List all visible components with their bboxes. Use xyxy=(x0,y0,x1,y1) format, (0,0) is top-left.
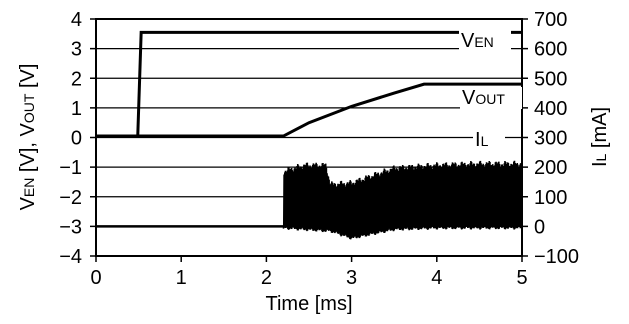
y-left-tick-label: 3 xyxy=(71,39,82,61)
y-right-tick-label: 100 xyxy=(534,187,567,209)
annotation-main: I xyxy=(475,129,481,151)
y-left-tick-label: 1 xyxy=(71,98,82,120)
y-left-tick-label: −4 xyxy=(59,246,82,268)
series-line-vout xyxy=(96,82,522,138)
y-right-tick-label: −100 xyxy=(534,246,579,268)
y-right-axis-title: IL [mA] xyxy=(589,107,611,167)
annotation-main: V xyxy=(462,87,476,109)
y-right-title-end: [mA] xyxy=(589,107,611,154)
y-left-title-sub2: OUT xyxy=(21,93,37,123)
y-right-tick-label: 300 xyxy=(534,128,567,150)
x-tick-label: 2 xyxy=(261,267,272,289)
annotation-sub: EN xyxy=(474,34,493,50)
x-tick-label: 3 xyxy=(346,267,357,289)
x-tick-label: 5 xyxy=(516,267,527,289)
y-left-tick-label: 2 xyxy=(71,68,82,90)
y-right-tick-label: 200 xyxy=(534,157,567,179)
y-left-title-mid: [V], V xyxy=(17,123,39,178)
annotation-bg xyxy=(459,30,511,52)
x-tick-label: 1 xyxy=(176,267,187,289)
y-right-tick-label: 0 xyxy=(534,216,545,238)
y-left-axis-title: VEN [V], VOUT [V] xyxy=(17,64,39,211)
annotation-vout: VOUT xyxy=(462,87,505,109)
x-tick-label: 4 xyxy=(431,267,442,289)
y-right-title-sub: L xyxy=(593,153,609,161)
annotation-bg xyxy=(460,87,522,109)
y-right-tick-label: 700 xyxy=(534,9,567,31)
y-right-tick-label: 500 xyxy=(534,68,567,90)
y-right-tick-label: 400 xyxy=(534,98,567,120)
y-right-title-main: I xyxy=(589,161,611,167)
series-group xyxy=(96,30,523,240)
annotation-il: IL xyxy=(475,129,489,151)
y-left-tick-label: −1 xyxy=(59,157,82,179)
annotation-ven: VEN xyxy=(461,30,494,52)
y-left-tick-label: −2 xyxy=(59,187,82,209)
annotation-main: V xyxy=(461,30,475,52)
annotation-sub: L xyxy=(481,133,489,149)
ticks-group: 4 3 2 1 0 −1 −2 −3 −4 700 600 500 400 300 200 100 0 −100 0… xyxy=(59,9,579,289)
y-left-title-end: [V] xyxy=(17,64,39,94)
y-left-tick-label: 4 xyxy=(71,9,82,31)
y-right-tick-label: 600 xyxy=(534,39,567,61)
annotation-sub: OUT xyxy=(475,91,505,107)
annotation-bg xyxy=(473,129,505,151)
y-left-title-main1: V xyxy=(17,196,39,210)
x-axis-title: Time [ms] xyxy=(265,293,352,315)
y-left-tick-label: 0 xyxy=(71,128,82,150)
y-left-tick-label: −3 xyxy=(59,216,82,238)
x-tick-label: 0 xyxy=(90,267,101,289)
series-line-il-ripple xyxy=(282,160,523,240)
y-left-title-sub1: EN xyxy=(21,178,37,197)
